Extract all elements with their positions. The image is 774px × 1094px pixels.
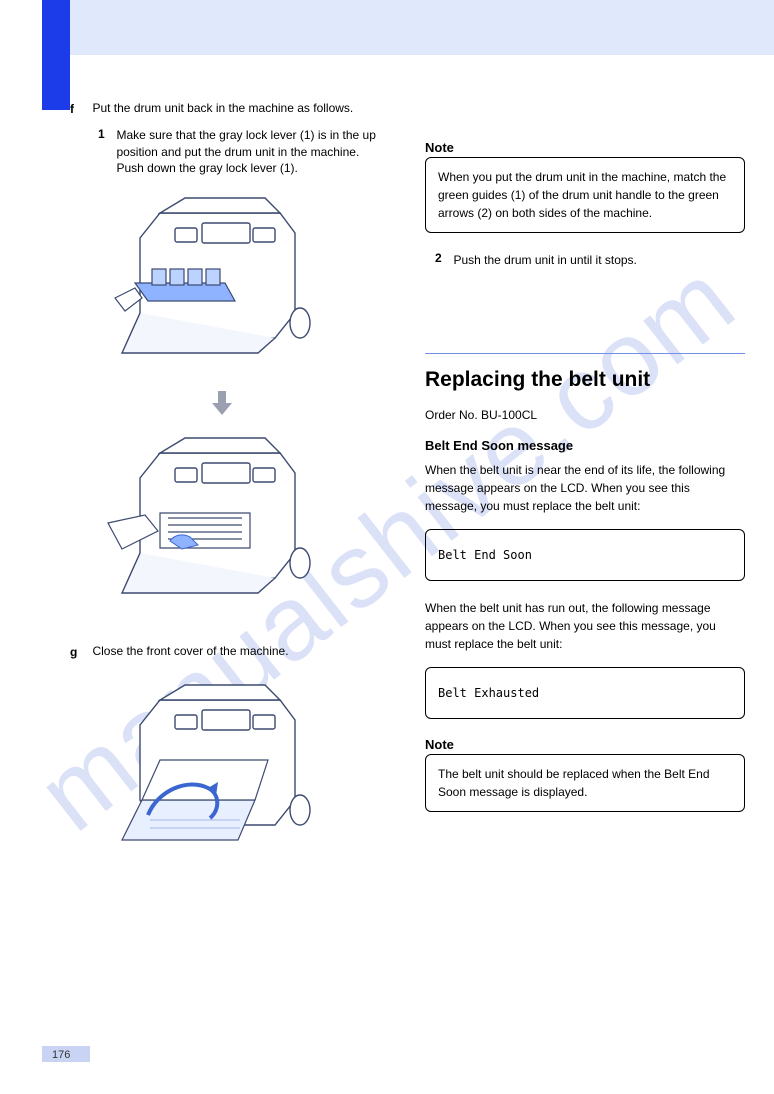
belt-unit-section-title: Replacing the belt unit bbox=[425, 368, 745, 392]
belt-msg-heading: Belt End Soon message bbox=[425, 438, 745, 453]
note1-box: When you put the drum unit in the machin… bbox=[425, 157, 745, 233]
page-number: 176 bbox=[52, 1049, 70, 1061]
note1-title: Note bbox=[425, 140, 745, 155]
order-no-value: BU-100CL bbox=[481, 408, 537, 422]
substep-num-2: 2 bbox=[435, 251, 449, 265]
substep-1-text: Make sure that the gray lock lever (1) i… bbox=[116, 127, 376, 177]
down-arrow-icon bbox=[210, 389, 234, 417]
step-g-row: g Close the front cover of the machine. bbox=[70, 643, 390, 664]
order-number-line: Order No. BU-100CL bbox=[425, 406, 745, 424]
step-f-text: Put the drum unit back in the machine as… bbox=[92, 100, 382, 117]
belt-para-1: When the belt unit is near the end of it… bbox=[425, 461, 745, 515]
printer-drum-push-illustration bbox=[100, 423, 340, 623]
substep-2-text: Push the drum unit in until it stops. bbox=[453, 252, 733, 269]
note2-title: Note bbox=[425, 737, 745, 752]
right-column: Note When you put the drum unit in the m… bbox=[425, 100, 745, 830]
step-letter-g: g bbox=[70, 645, 88, 663]
note2-box: The belt unit should be replaced when th… bbox=[425, 754, 745, 812]
printer-close-cover-illustration bbox=[100, 670, 340, 870]
header-band-bg bbox=[42, 0, 774, 55]
page-content: f Put the drum unit back in the machine … bbox=[70, 100, 729, 1034]
substep-num-1: 1 bbox=[98, 127, 112, 141]
step-g-text: Close the front cover of the machine. bbox=[92, 643, 382, 660]
header-tab-block bbox=[42, 0, 70, 110]
order-no-label: Order No. bbox=[425, 408, 481, 422]
step-f-sub1: 1 Make sure that the gray lock lever (1)… bbox=[98, 127, 390, 178]
printer-drum-insert-illustration bbox=[100, 183, 340, 383]
left-column: f Put the drum unit back in the machine … bbox=[70, 100, 390, 870]
belt-para-2: When the belt unit has run out, the foll… bbox=[425, 599, 745, 653]
section-divider bbox=[425, 353, 745, 354]
step-letter-f: f bbox=[70, 102, 88, 120]
lcd-box-1: Belt End Soon bbox=[425, 529, 745, 581]
step-f-row: f Put the drum unit back in the machine … bbox=[70, 100, 390, 121]
right-substep2: 2 Push the drum unit in until it stops. bbox=[435, 251, 745, 269]
lcd-box-2: Belt Exhausted bbox=[425, 667, 745, 719]
